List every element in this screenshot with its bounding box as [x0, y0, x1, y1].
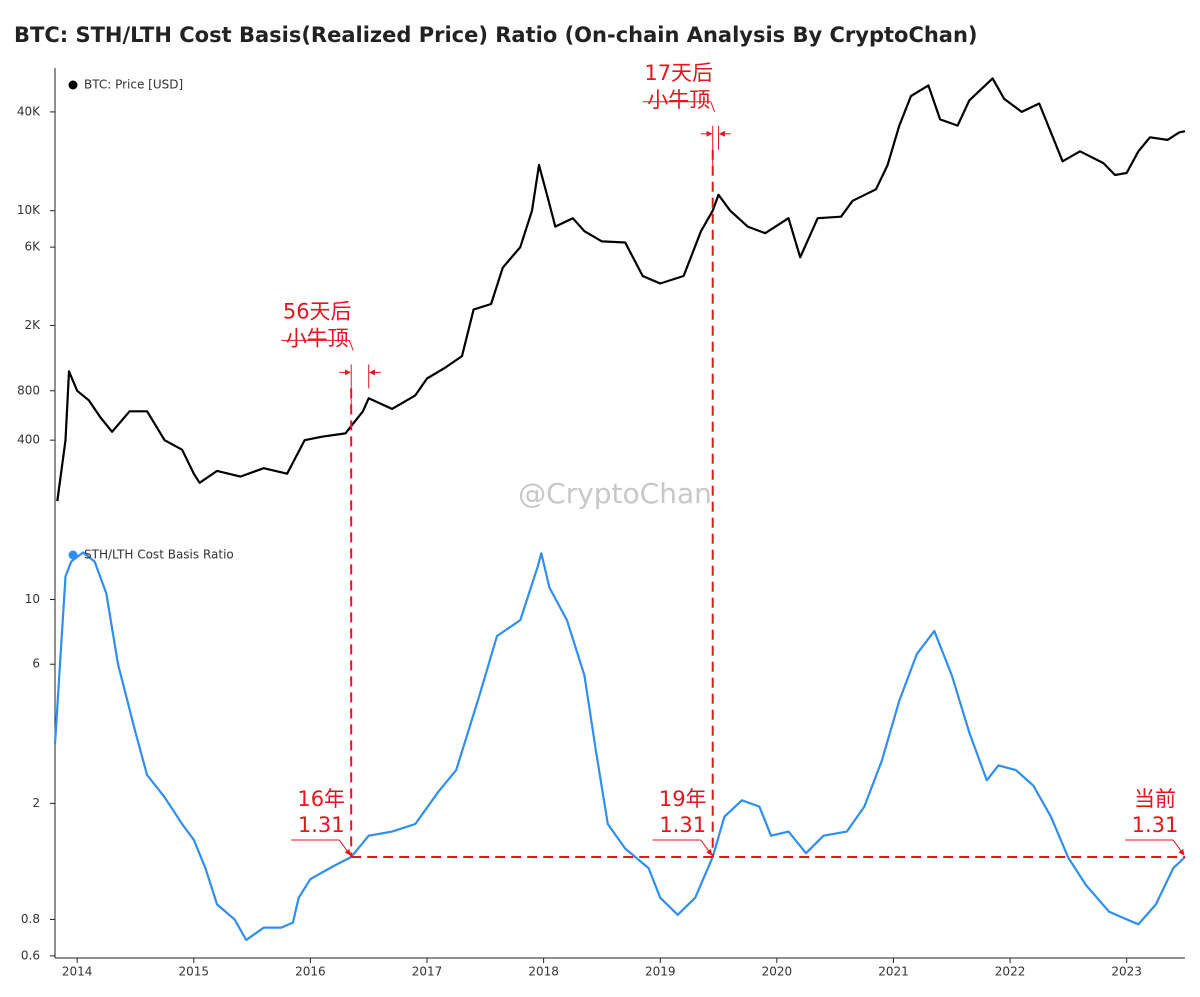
legend-marker	[68, 80, 78, 90]
y-tick-label: 10K	[17, 203, 41, 217]
annotation-value: 1.31	[298, 813, 345, 837]
y-tick-label: 0.6	[21, 948, 40, 962]
x-tick-label: 2016	[295, 965, 326, 979]
annotation-arrow	[700, 839, 713, 856]
x-tick-label: 2021	[878, 965, 909, 979]
x-tick-label: 2020	[762, 965, 793, 979]
chart-title: BTC: STH/LTH Cost Basis(Realized Price) …	[14, 23, 978, 47]
y-tick-label: 800	[17, 383, 40, 397]
x-tick-label: 2017	[412, 965, 443, 979]
legend-label: STH/LTH Cost Basis Ratio	[84, 548, 234, 562]
x-tick-label: 2015	[178, 965, 209, 979]
y-tick-label: 6K	[24, 240, 41, 254]
x-tick-label: 2022	[995, 965, 1026, 979]
annotation-text: 17天后	[644, 61, 713, 85]
annotation-text: 小牛顶	[647, 88, 710, 112]
data-line	[56, 77, 1186, 502]
x-tick-label: 2018	[528, 965, 559, 979]
y-tick-label: 2K	[24, 318, 41, 332]
y-tick-label: 10	[25, 592, 40, 606]
y-tick-label: 2	[32, 796, 40, 810]
annotation-label: 当前	[1134, 787, 1176, 811]
y-tick-label: 40K	[17, 104, 41, 118]
annotation-value: 1.31	[659, 813, 706, 837]
annotation-leader	[710, 101, 716, 112]
annotation-leader	[348, 340, 354, 351]
watermark: @CryptoChan	[518, 477, 712, 510]
annotation-label: 16年	[297, 787, 345, 811]
annotation-arrow	[338, 839, 351, 856]
y-tick-label: 6	[32, 657, 40, 671]
x-tick-label: 2023	[1111, 965, 1142, 979]
legend-marker	[68, 550, 78, 560]
x-tick-label: 2019	[645, 965, 676, 979]
y-tick-label: 0.8	[21, 912, 40, 926]
annotation-text: 56天后	[283, 299, 352, 323]
annotation-label: 19年	[659, 787, 707, 811]
annotation-arrow	[1172, 839, 1185, 856]
data-line	[53, 551, 1186, 942]
annotation-text: 小牛顶	[286, 326, 349, 350]
y-tick-label: 400	[17, 433, 40, 447]
x-tick-label: 2014	[62, 965, 93, 979]
legend-label: BTC: Price [USD]	[84, 78, 183, 92]
annotation-value: 1.31	[1132, 813, 1179, 837]
